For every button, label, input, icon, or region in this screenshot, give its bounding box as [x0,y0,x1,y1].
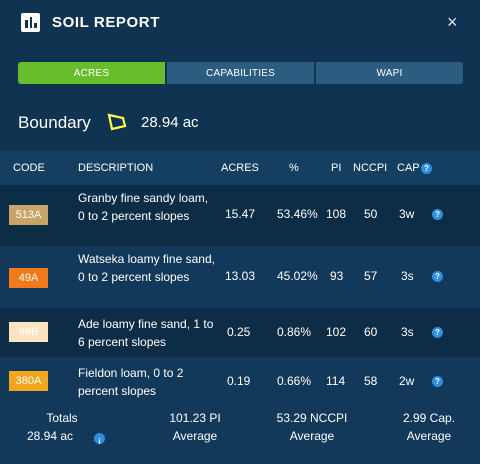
soil-pi: 93 [330,269,344,283]
soil-acres: 13.03 [225,269,256,283]
tab-capabilities[interactable]: CAPABILITIES [167,62,314,84]
soil-nccpi: 57 [364,269,378,283]
soil-percent: 0.66% [277,374,312,388]
totals-row: Totals 28.94 ac i 101.23 PI Average 53.2… [0,406,480,464]
soil-nccpi: 60 [364,325,378,339]
boundary-acres: 28.94 ac [141,114,199,131]
totals-acres: 28.94 ac [26,429,74,443]
soil-pi: 108 [326,207,347,221]
soil-code-badge: 98B [9,322,48,342]
soil-percent: 53.46% [277,207,318,221]
soil-description: Watseka loamy fine sand, 0 to 2 percent … [78,252,215,284]
cap-help-icon[interactable]: ? [432,271,443,282]
column-pi: PI [331,162,342,174]
table-row: 380A Fieldon loam, 0 to 2 percent slopes… [0,357,480,406]
bar-chart-icon [21,13,40,32]
totals-info-icon[interactable]: i [94,433,105,446]
soil-description: Ade loamy fine sand, 1 to 6 percent slop… [78,317,214,349]
soil-acres: 15.47 [225,207,256,221]
soil-cap: 3s [401,269,414,283]
totals-cap-label: Average [406,429,452,443]
soil-code-badge: 380A [9,371,48,391]
soil-cap: 2w [399,374,415,388]
table-row: 98B Ade loamy fine sand, 1 to 6 percent … [0,308,480,357]
soil-acres: 0.25 [227,325,251,339]
cap-help-icon[interactable]: ? [432,209,443,220]
totals-label: Totals [46,411,78,425]
column-nccpi: NCCPI [353,162,388,174]
column-cap: CAP [397,162,420,174]
table-row: 513A Granby fine sandy loam, 0 to 2 perc… [0,185,480,246]
page-title: SOIL REPORT [52,14,161,31]
soil-description: Fieldon loam, 0 to 2 percent slopes [78,366,184,398]
soil-percent: 45.02% [277,269,318,283]
tab-wapi[interactable]: WAPI [316,62,463,84]
cap-help-icon[interactable]: ? [432,376,443,387]
totals-nccpi-label: Average [289,429,335,443]
soil-pi: 114 [326,374,346,388]
column-percent: % [289,162,299,174]
boundary-label: Boundary [18,113,91,132]
soil-code-badge: 513A [9,205,48,225]
close-icon[interactable]: × [447,12,458,32]
soil-acres: 0.19 [227,374,251,388]
soil-cap: 3w [399,207,415,221]
report-tabs: ACRES CAPABILITIES WAPI [18,62,463,84]
column-description: DESCRIPTION [78,162,154,174]
report-header: SOIL REPORT × [0,0,480,46]
table-row: 49A Watseka loamy fine sand, 0 to 2 perc… [0,246,480,308]
totals-pi-value: 101.23 PI [169,411,221,425]
table-header: CODE DESCRIPTION ACRES % PI NCCPI CAP ? [0,151,480,185]
soil-nccpi: 50 [364,207,378,221]
soil-cap: 3s [401,325,414,339]
soil-code-badge: 49A [9,268,48,288]
totals-cap-value: 2.99 Cap. [402,411,456,425]
tab-acres[interactable]: ACRES [18,62,165,84]
column-acres: ACRES [221,162,259,174]
boundary-shape-icon [107,113,127,131]
soil-description: Granby fine sandy loam, 0 to 2 percent s… [78,191,209,223]
totals-nccpi-value: 53.29 NCCPI [276,411,348,425]
soil-nccpi: 58 [364,374,378,388]
soil-pi: 102 [326,325,347,339]
column-code: CODE [13,162,45,174]
soil-percent: 0.86% [277,325,312,339]
cap-help-icon[interactable]: ? [432,327,443,338]
cap-help-icon[interactable]: ? [421,163,432,174]
totals-pi-label: Average [172,429,218,443]
